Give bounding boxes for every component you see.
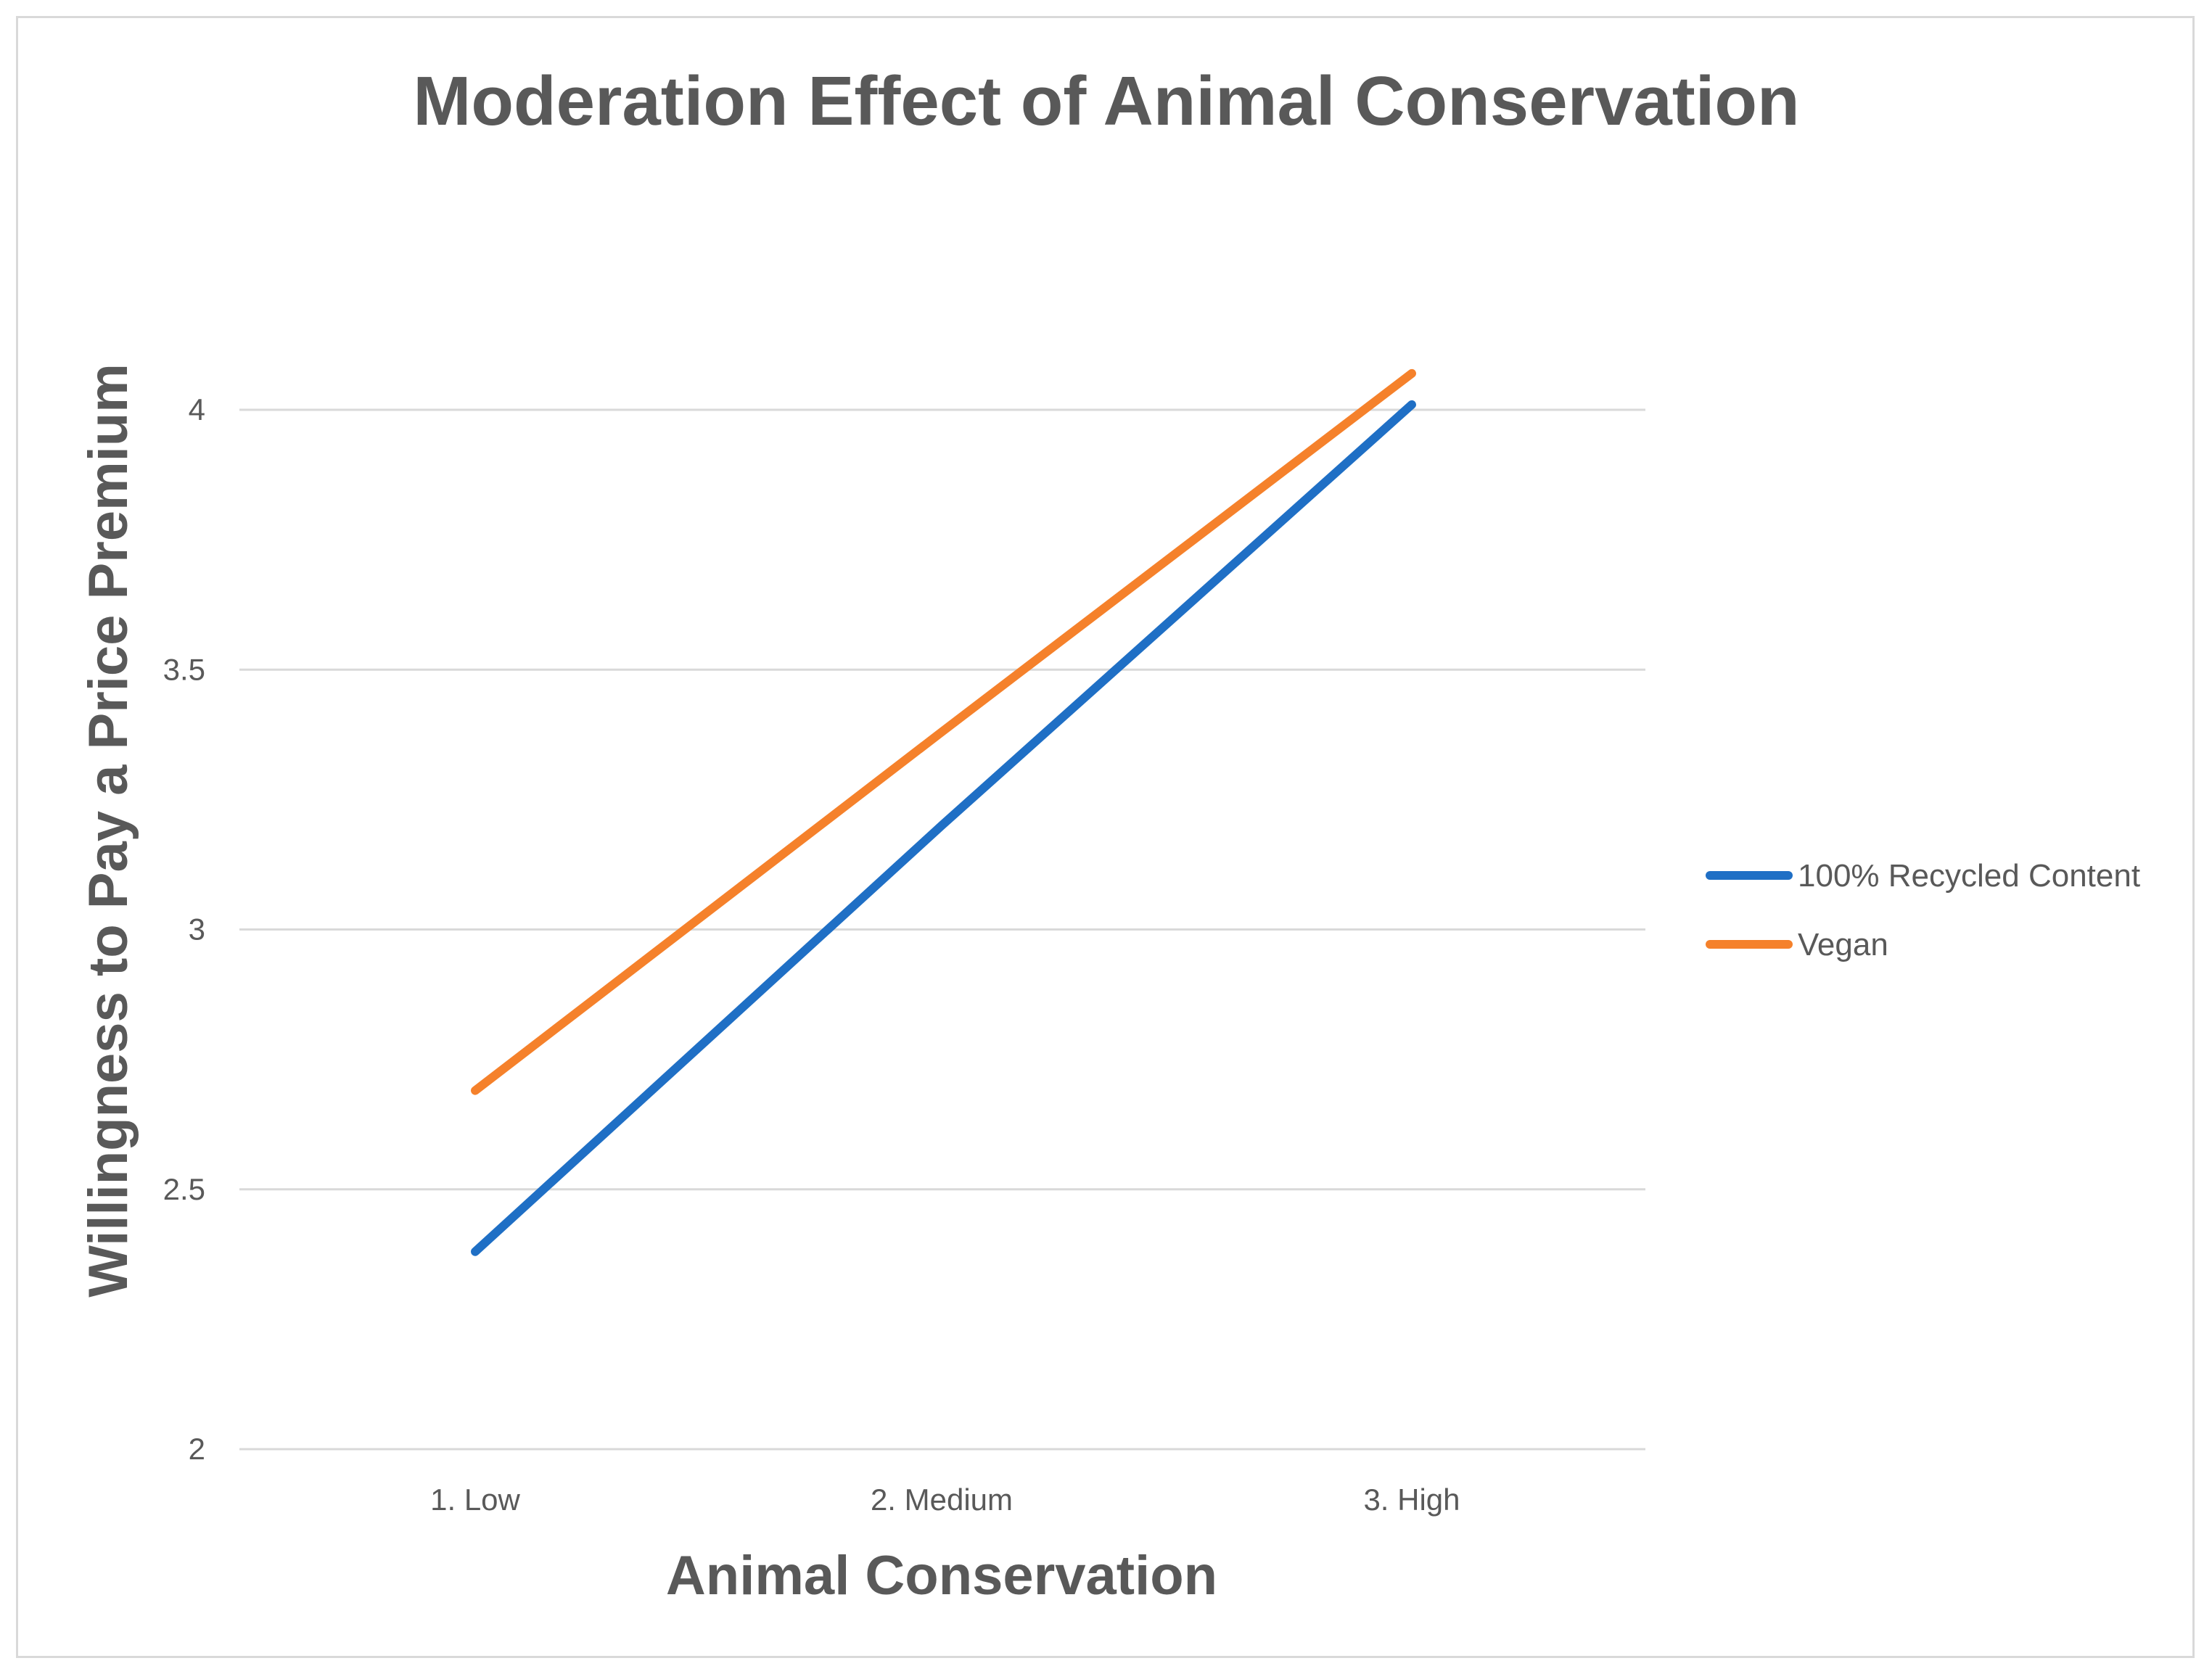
y-axis-ticks: 2 2.5 3 3.5 4 <box>163 392 205 1466</box>
legend-label: 100% Recycled Content <box>1798 858 2140 894</box>
y-tick-label: 4 <box>189 392 205 426</box>
y-axis-title: Willingness to Pay a Price Premium <box>78 363 139 1298</box>
x-tick-label: 2. Medium <box>871 1483 1013 1517</box>
legend-label: Vegan <box>1798 927 1888 962</box>
x-tick-label: 1. Low <box>430 1483 520 1517</box>
x-tick-label: 3. High <box>1363 1483 1460 1517</box>
y-tick-label: 3 <box>189 912 205 947</box>
series-lines <box>471 368 1416 1256</box>
gridlines <box>239 408 1645 1451</box>
y-tick-label: 3.5 <box>163 652 205 686</box>
legend: 100% Recycled Content Vegan <box>1706 858 2140 962</box>
series-line-0 <box>471 400 1416 1256</box>
chart-frame <box>16 16 2195 1658</box>
x-axis-title: Animal Conservation <box>666 1545 1217 1607</box>
y-tick-label: 2.5 <box>163 1172 205 1206</box>
y-tick-label: 2 <box>189 1432 205 1466</box>
chart-title: Moderation Effect of Animal Conservation <box>413 62 1799 140</box>
series-line-1 <box>471 368 1416 1095</box>
x-axis-ticks: 1. Low 2. Medium 3. High <box>430 1483 1460 1517</box>
